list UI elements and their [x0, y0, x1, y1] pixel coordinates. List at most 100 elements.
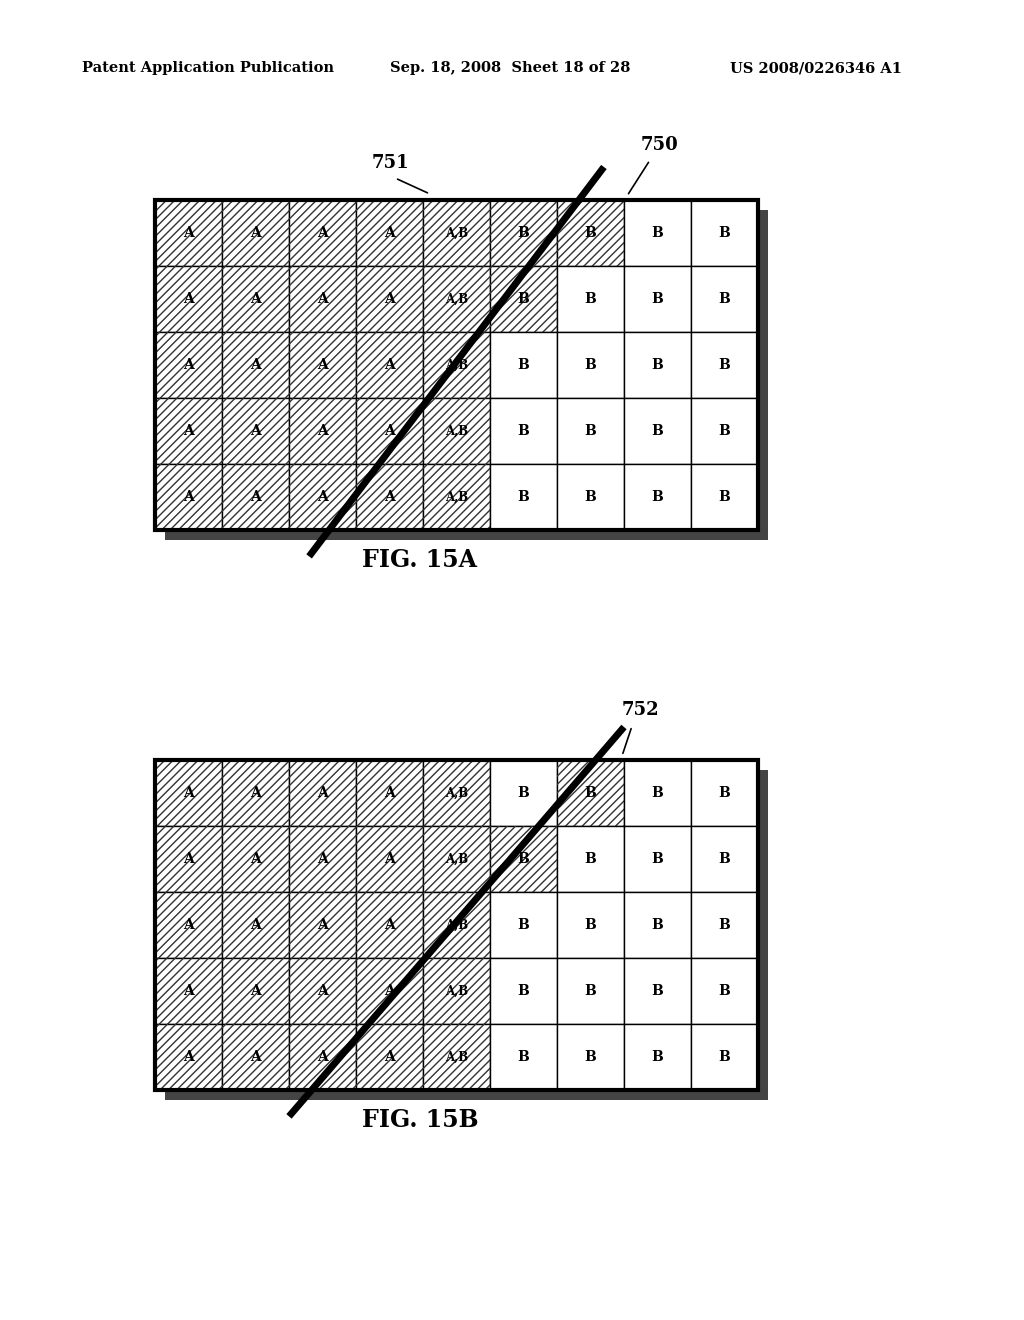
Text: A: A [317, 226, 328, 240]
Bar [356, 399, 423, 465]
Bar [423, 892, 490, 958]
Bar [624, 267, 691, 333]
Text: A,B: A,B [445, 787, 468, 800]
Text: Patent Application Publication: Patent Application Publication [82, 61, 334, 75]
Bar [222, 892, 289, 958]
Bar [356, 958, 423, 1024]
Bar [155, 760, 758, 1090]
Bar [155, 399, 222, 465]
Text: A: A [384, 983, 395, 998]
Bar [423, 1024, 490, 1090]
Bar [155, 760, 222, 826]
Bar [222, 399, 289, 465]
Text: A,B: A,B [445, 1051, 468, 1064]
Bar [155, 465, 222, 531]
Bar [155, 267, 222, 333]
Bar [423, 465, 490, 531]
Text: B: B [585, 292, 596, 306]
Bar [691, 1024, 758, 1090]
Text: A: A [317, 490, 328, 504]
Text: A: A [384, 851, 395, 866]
Bar [155, 958, 222, 1024]
Bar [289, 465, 356, 531]
Bar [691, 958, 758, 1024]
Text: B: B [651, 226, 664, 240]
Bar [423, 826, 490, 892]
Bar [222, 760, 289, 826]
Bar [289, 826, 356, 892]
Text: A: A [317, 358, 328, 372]
Bar [490, 826, 557, 892]
Bar [356, 760, 423, 826]
Bar [155, 465, 222, 531]
Bar [624, 333, 691, 399]
Text: A,B: A,B [445, 227, 468, 239]
Bar [423, 958, 490, 1024]
Bar [624, 399, 691, 465]
Text: A: A [384, 917, 395, 932]
Text: B: B [585, 917, 596, 932]
Bar [289, 267, 356, 333]
Bar [490, 267, 557, 333]
Bar [624, 826, 691, 892]
Text: A: A [183, 424, 194, 438]
Bar [423, 1024, 490, 1090]
Bar [490, 201, 557, 267]
Bar [289, 201, 356, 267]
Bar [490, 399, 557, 465]
Text: B: B [517, 490, 529, 504]
Text: B: B [517, 1049, 529, 1064]
Bar [423, 760, 490, 826]
Text: B: B [719, 226, 730, 240]
Bar [289, 201, 356, 267]
Bar [222, 826, 289, 892]
Text: A: A [317, 917, 328, 932]
Bar [289, 465, 356, 531]
Bar [222, 958, 289, 1024]
Text: B: B [585, 785, 596, 800]
Bar [624, 1024, 691, 1090]
Text: B: B [651, 785, 664, 800]
Bar [155, 958, 222, 1024]
Bar [490, 826, 557, 892]
Bar [289, 760, 356, 826]
Bar [155, 333, 222, 399]
Bar [490, 201, 557, 267]
Bar [356, 760, 423, 826]
Bar [222, 958, 289, 1024]
Bar [155, 826, 222, 892]
Bar [289, 958, 356, 1024]
Text: B: B [651, 292, 664, 306]
Bar [155, 201, 758, 531]
Bar [155, 1024, 222, 1090]
Bar [222, 201, 289, 267]
Bar [155, 201, 758, 531]
Text: A: A [183, 917, 194, 932]
Text: A: A [183, 785, 194, 800]
Bar [423, 333, 490, 399]
Bar [155, 267, 222, 333]
Text: B: B [585, 490, 596, 504]
Text: 752: 752 [622, 701, 658, 719]
Text: 750: 750 [641, 136, 679, 154]
Bar [557, 201, 624, 267]
Bar [557, 892, 624, 958]
Text: B: B [719, 490, 730, 504]
Bar [557, 399, 624, 465]
Bar [222, 1024, 289, 1090]
Bar [691, 267, 758, 333]
Bar [356, 399, 423, 465]
Bar [423, 267, 490, 333]
Bar [356, 892, 423, 958]
Text: B: B [719, 358, 730, 372]
Bar [557, 826, 624, 892]
Text: B: B [719, 292, 730, 306]
Text: A: A [317, 292, 328, 306]
Text: B: B [651, 1049, 664, 1064]
Text: A,B: A,B [445, 293, 468, 305]
Bar [691, 399, 758, 465]
Bar [289, 399, 356, 465]
Bar [222, 333, 289, 399]
Bar [165, 770, 768, 1100]
Text: A: A [250, 785, 261, 800]
